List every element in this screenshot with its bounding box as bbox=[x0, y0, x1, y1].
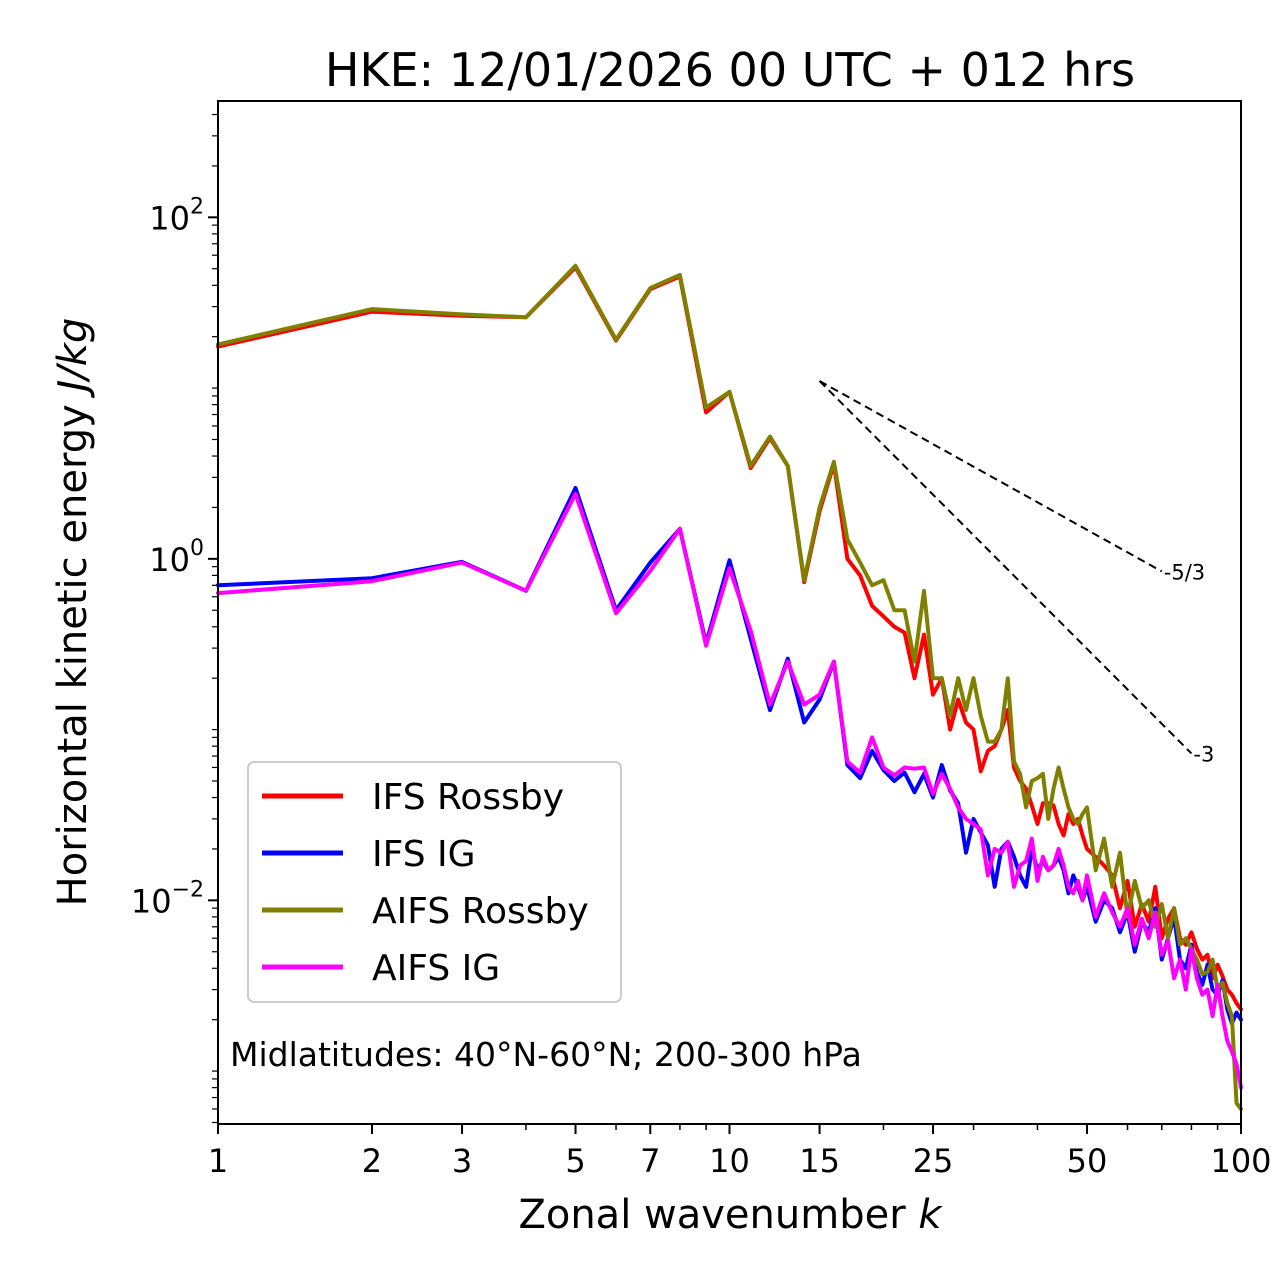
x-tick-label: 25 bbox=[913, 1142, 954, 1180]
x-tick-label: 2 bbox=[362, 1142, 382, 1180]
axis-ticks: 1 2 3 5 7 10 15 25 50 100 10−2 100 102 bbox=[131, 113, 1272, 1180]
reference-slopes: -5/3 -3 bbox=[818, 380, 1214, 766]
legend-label: IFS Rossby bbox=[372, 777, 564, 818]
x-axis-variable: k bbox=[918, 1192, 943, 1238]
reference-slope-line bbox=[818, 380, 1193, 755]
legend-box bbox=[247, 761, 622, 1003]
x-tick-label: 15 bbox=[799, 1142, 840, 1180]
y-axis-label: Horizontal kinetic energy J/kg bbox=[50, 318, 96, 907]
x-axis-label: Zonal wavenumber k bbox=[518, 1192, 943, 1238]
series-line-aifs-ig bbox=[216, 491, 1243, 1090]
legend-label: IFS IG bbox=[372, 834, 476, 875]
x-tick-label: 1 bbox=[208, 1142, 228, 1180]
x-tick-label: 3 bbox=[452, 1142, 472, 1180]
chart-title: HKE: 12/01/2026 00 UTC + 012 hrs bbox=[325, 43, 1135, 97]
x-tick-label: 10 bbox=[709, 1142, 750, 1180]
legend: IFS Rossby IFS IG AIFS Rossby AIFS IG bbox=[247, 761, 622, 1003]
y-tick-label: 102 bbox=[149, 194, 204, 237]
legend-label: AIFS IG bbox=[372, 948, 500, 989]
reference-slope-label: -3 bbox=[1193, 742, 1214, 766]
x-tick-label: 7 bbox=[640, 1142, 660, 1180]
y-tick-label: 100 bbox=[149, 536, 204, 579]
region-annotation: Midlatitudes: 40°N-60°N; 200-300 hPa bbox=[230, 1035, 862, 1074]
legend-label: AIFS Rossby bbox=[372, 891, 589, 932]
x-axis-label-text: Zonal wavenumber bbox=[518, 1192, 918, 1238]
x-tick-label: 100 bbox=[1210, 1142, 1271, 1180]
x-tick-label: 50 bbox=[1067, 1142, 1108, 1180]
y-axis-label-text: Horizontal kinetic energy bbox=[50, 392, 96, 907]
x-tick-label: 5 bbox=[565, 1142, 585, 1180]
reference-slope-label: -5/3 bbox=[1164, 560, 1205, 584]
reference-slope-line bbox=[819, 380, 1163, 573]
y-tick-label: 10−2 bbox=[131, 877, 204, 920]
series-line-aifs-rossby bbox=[216, 263, 1243, 1111]
y-axis-units: J/kg bbox=[50, 318, 96, 399]
series-lines bbox=[216, 263, 1243, 1111]
plot-frame bbox=[217, 100, 1242, 1125]
